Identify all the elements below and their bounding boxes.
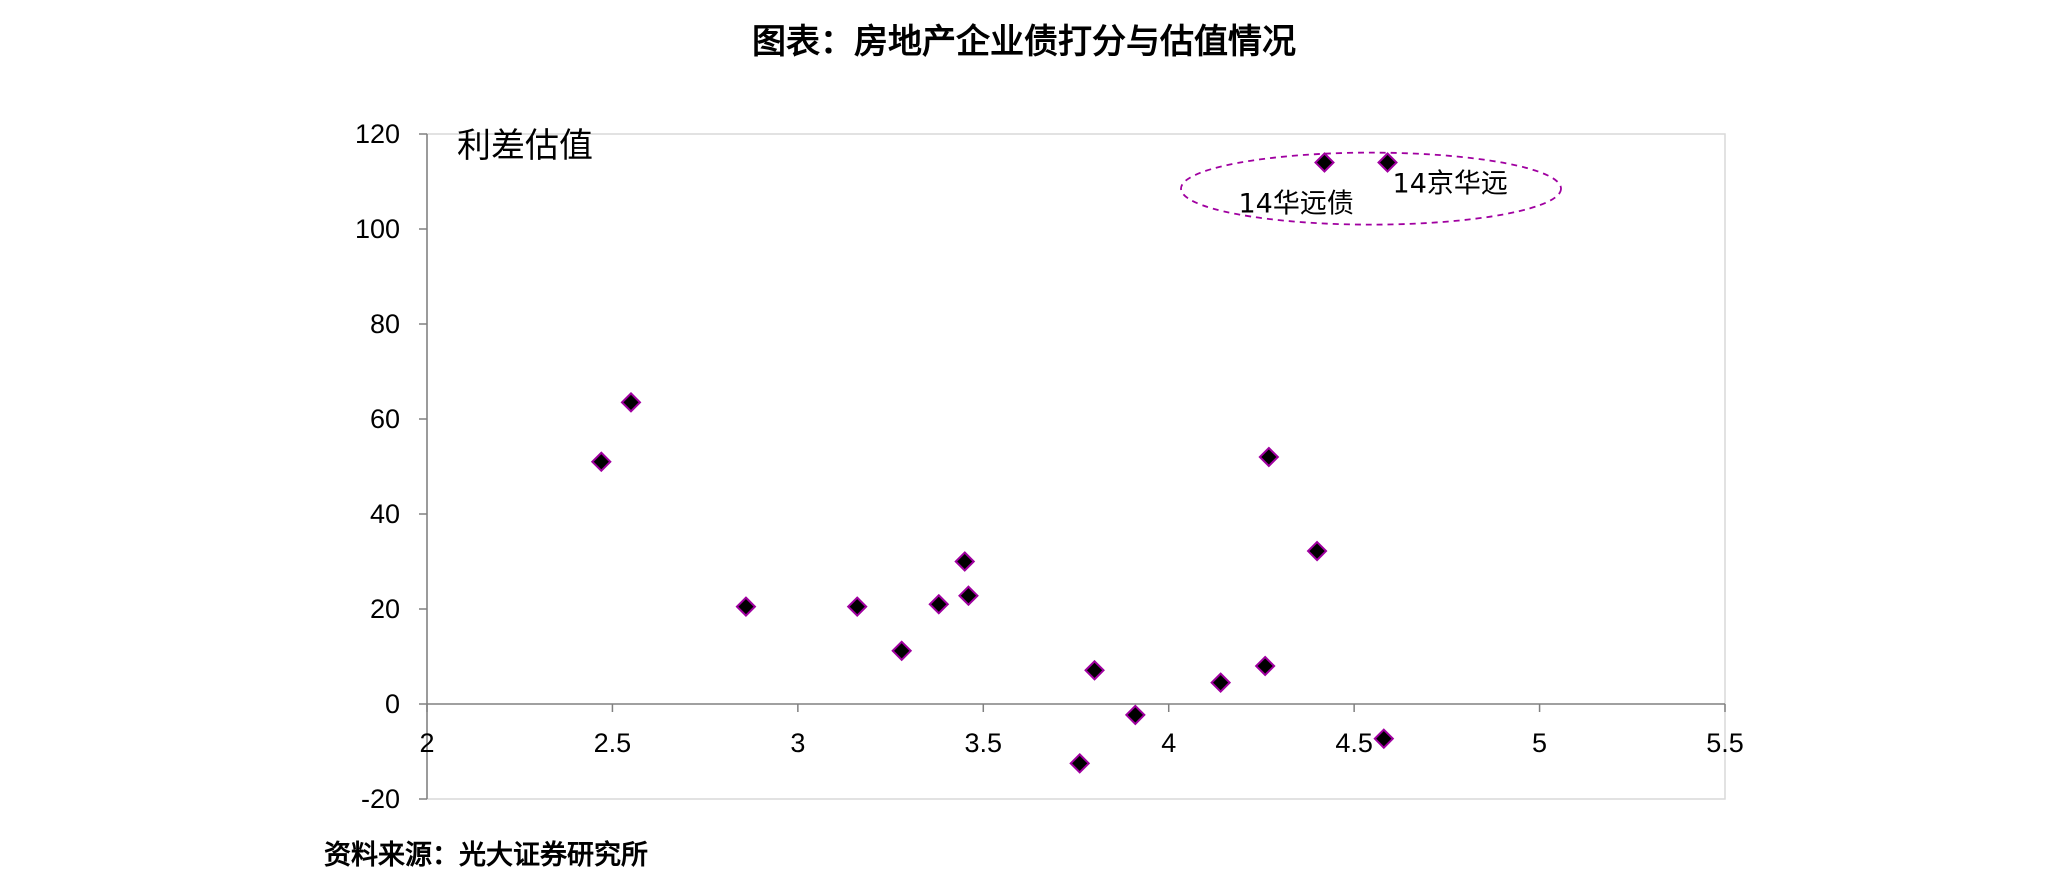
y-axis-title: 利差估值 (457, 126, 593, 166)
y-tick-label: 0 (385, 689, 400, 719)
x-tick-label: 4.5 (1335, 728, 1373, 758)
annotation-label: 14华远债 (1238, 189, 1353, 220)
data-point (958, 585, 979, 607)
data-point (620, 391, 642, 413)
y-tick-label: 60 (370, 404, 400, 434)
x-tick-label: 3.5 (965, 728, 1003, 758)
y-tick-label: -20 (361, 784, 400, 814)
data-point (928, 593, 950, 615)
data-point (1254, 655, 1276, 677)
data-point (735, 596, 757, 618)
data-point (1377, 152, 1398, 173)
x-tick-label: 4 (1161, 728, 1176, 758)
y-tick-label: 40 (370, 499, 400, 529)
y-tick-label: 120 (355, 119, 400, 149)
highlight-ellipse (1180, 151, 1562, 226)
data-point (1124, 704, 1146, 726)
data-point (1258, 446, 1280, 468)
x-tick-label: 5.5 (1706, 728, 1744, 758)
data-point (891, 640, 913, 662)
data-point (846, 596, 868, 618)
data-point (1306, 540, 1328, 562)
data-point (1210, 672, 1232, 694)
data-point (590, 451, 612, 473)
x-tick-label: 5 (1532, 728, 1547, 758)
data-point (1314, 152, 1335, 173)
chart-title: 图表：房地产企业债打分与估值情况 (752, 22, 1296, 62)
y-tick-label: 100 (355, 214, 400, 244)
data-point (1069, 752, 1091, 774)
source-note: 资料来源：光大证券研究所 (324, 840, 648, 871)
annotation-label: 14京华远 (1393, 169, 1508, 200)
data-point (954, 551, 976, 572)
plot-area-border (426, 133, 1726, 800)
data-point (1084, 659, 1105, 681)
x-tick-label: 2.5 (594, 728, 632, 758)
data-point (1373, 728, 1395, 750)
y-tick-label: 80 (370, 309, 400, 339)
x-tick-label: 3 (790, 728, 805, 758)
y-tick-label: 20 (370, 594, 400, 624)
x-tick-label: 2 (419, 728, 434, 758)
